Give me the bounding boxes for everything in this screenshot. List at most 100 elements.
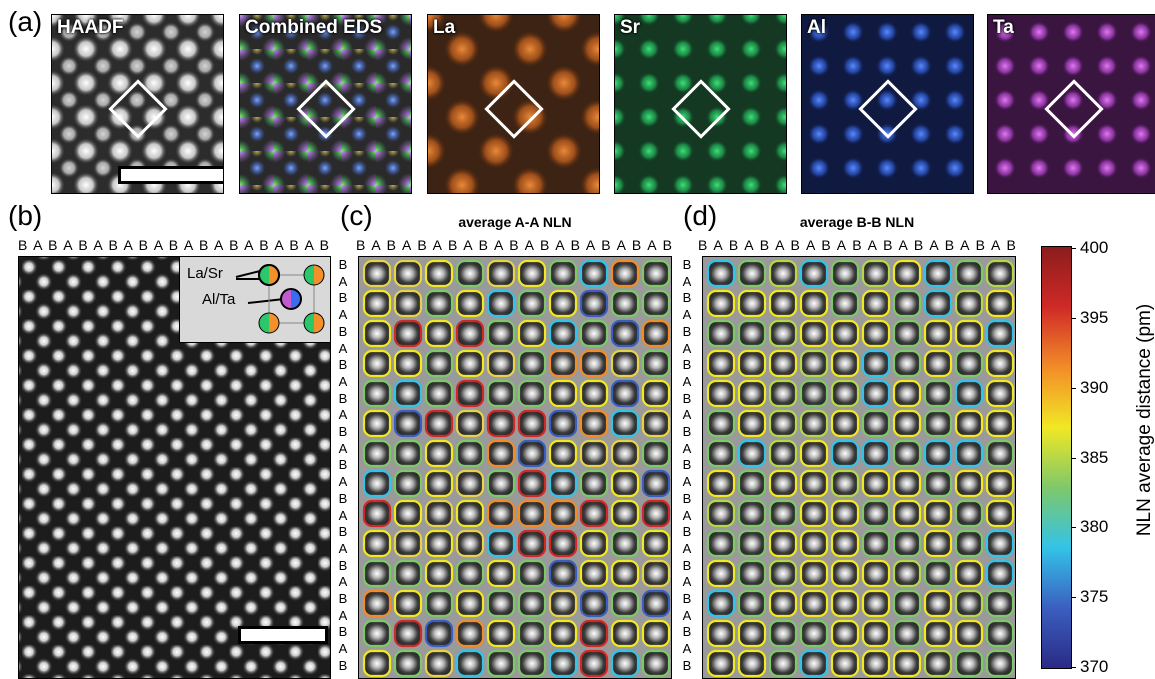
- nln-cell: [737, 619, 767, 648]
- nln-cell: [923, 529, 953, 558]
- nln-cell: [362, 319, 392, 348]
- nln-cell: [737, 349, 767, 378]
- colorbar-tick-mark: [1071, 457, 1076, 459]
- nln-cell: [517, 499, 547, 528]
- nln-cell: [768, 289, 798, 318]
- nln-cell: [610, 349, 640, 378]
- nln-cell: [954, 469, 984, 498]
- row-label: A: [338, 407, 348, 423]
- nln-cell: [548, 349, 578, 378]
- colorbar-tick-mark: [1071, 527, 1076, 529]
- column-label: B: [18, 237, 28, 253]
- nln-cell: [393, 289, 423, 318]
- nln-cell: [892, 619, 922, 648]
- nln-cell: [923, 589, 953, 618]
- nln-cell: [892, 289, 922, 318]
- nln-cell: [455, 529, 485, 558]
- nln-cell: [892, 319, 922, 348]
- nln-cell: [610, 499, 640, 528]
- nln-cell: [393, 379, 423, 408]
- nln-cell: [610, 469, 640, 498]
- row-label: A: [682, 641, 692, 657]
- nln-cell: [548, 289, 578, 318]
- nln-cell: [799, 439, 829, 468]
- column-label: B: [944, 237, 955, 253]
- nln-cell: [362, 499, 392, 528]
- colorbar: [1041, 246, 1072, 669]
- nln-cell: [892, 469, 922, 498]
- nln-cell: [579, 409, 609, 438]
- row-label: B: [338, 557, 348, 573]
- colorbar-tick-label: 400: [1080, 238, 1109, 257]
- nln-cell: [610, 319, 640, 348]
- nln-cell: [706, 649, 736, 678]
- nln-cell: [706, 259, 736, 288]
- column-label: A: [214, 237, 224, 253]
- nln-cell: [830, 649, 860, 678]
- nln-cell: [954, 499, 984, 528]
- row-label: A: [682, 507, 692, 523]
- colorbar-tick-label: 370: [1080, 657, 1109, 676]
- column-label: A: [63, 237, 73, 253]
- column-label: A: [183, 237, 194, 253]
- nln-cell: [455, 439, 485, 468]
- column-label: B: [662, 237, 672, 253]
- nln-cell: [830, 589, 860, 618]
- row-label: B: [682, 490, 692, 506]
- nln-cell: [548, 259, 578, 288]
- nln-cell: [737, 649, 767, 678]
- nln-cell: [424, 439, 454, 468]
- nln-cell: [455, 409, 485, 438]
- nln-cell: [424, 529, 454, 558]
- nln-cell: [706, 469, 736, 498]
- nln-cell: [861, 409, 891, 438]
- nln-cell: [861, 379, 891, 408]
- nln-cell: [486, 589, 516, 618]
- nln-cell: [393, 559, 423, 588]
- nln-cell: [799, 319, 829, 348]
- row-label: B: [338, 257, 348, 272]
- nln-cell: [455, 589, 485, 618]
- nln-cell: [892, 349, 922, 378]
- scale-bar: [118, 166, 223, 184]
- nln-cell: [579, 499, 609, 528]
- nln-cell: [393, 349, 423, 378]
- nln-cell: [610, 439, 640, 468]
- nln-cell: [799, 409, 829, 438]
- nln-cell: [548, 439, 578, 468]
- nln-cell: [985, 319, 1015, 348]
- nln-cell: [985, 259, 1015, 288]
- al-label: Al: [807, 17, 826, 38]
- column-label: B: [698, 237, 708, 253]
- column-label: A: [867, 237, 877, 253]
- panel-c-label: (c): [340, 200, 373, 231]
- ta-label: Ta: [993, 17, 1014, 38]
- nln-cell: [892, 379, 922, 408]
- nln-cell: [892, 259, 922, 288]
- nln-cell: [517, 529, 547, 558]
- nln-cell: [548, 529, 578, 558]
- nln-cell: [768, 619, 798, 648]
- nln-cell: [362, 619, 392, 648]
- nln-cell: [954, 349, 984, 378]
- column-label: A: [585, 237, 596, 253]
- panel-c-title: average A-A NLN: [458, 214, 572, 230]
- nln-cell: [706, 529, 736, 558]
- colorbar-tick-mark: [1071, 597, 1076, 599]
- haadf-image: [52, 15, 223, 193]
- panel-b-haadf: La/Sr Al/Ta: [18, 256, 331, 679]
- nln-cell: [768, 439, 798, 468]
- nln-cell: [830, 379, 860, 408]
- column-label: B: [883, 237, 893, 253]
- nln-cell: [362, 349, 392, 378]
- row-label: B: [338, 524, 348, 540]
- row-label: B: [682, 290, 692, 306]
- nln-cell: [861, 349, 891, 378]
- nln-cell: [362, 559, 392, 588]
- nln-cell: [861, 259, 891, 288]
- nln-cell: [799, 649, 829, 678]
- row-label: B: [338, 457, 348, 473]
- column-label: B: [601, 237, 611, 253]
- column-label: A: [805, 237, 816, 253]
- panel-b-label: (b): [8, 200, 43, 231]
